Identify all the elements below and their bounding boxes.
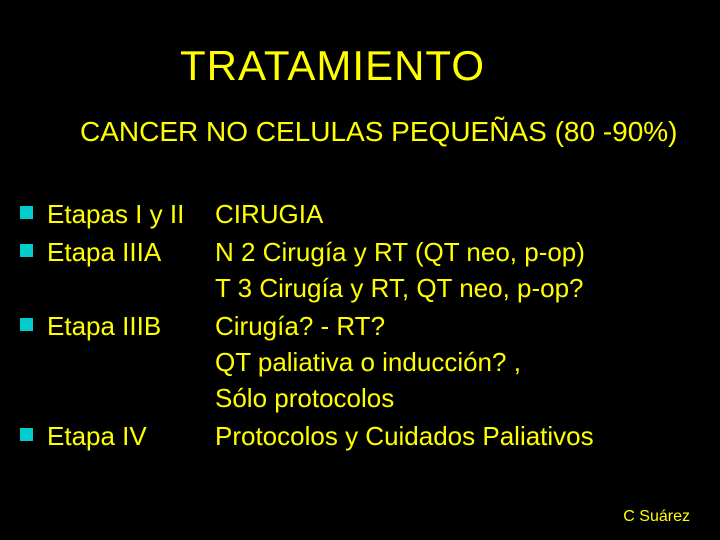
list-item: Etapa IIIA N 2 Cirugía y RT (QT neo, p-o… [20,234,700,306]
stage-description: N 2 Cirugía y RT (QT neo, p-op) T 3 Ciru… [215,234,585,306]
stage-label: Etapa IIIA [47,234,215,270]
bullet-icon [20,244,33,257]
bullet-icon [20,318,33,331]
stage-label: Etapas I y II [47,196,215,232]
stage-description: Cirugía? - RT? QT paliativa o inducción?… [215,308,521,416]
footer-author: C Suárez [623,508,690,526]
bullet-icon [20,206,33,219]
list-item: Etapas I y II CIRUGIA [20,196,700,232]
stage-description: CIRUGIA [215,196,323,232]
stage-label: Etapa IIIB [47,308,215,344]
slide-title: TRATAMIENTO [180,42,485,90]
stage-description: Protocolos y Cuidados Paliativos [215,418,594,454]
list-item: Etapa IV Protocolos y Cuidados Paliativo… [20,418,700,454]
bullet-icon [20,428,33,441]
slide: TRATAMIENTO CANCER NO CELULAS PEQUEÑAS (… [0,0,720,540]
list-item: Etapa IIIB Cirugía? - RT? QT paliativa o… [20,308,700,416]
content-area: Etapas I y II CIRUGIA Etapa IIIA N 2 Cir… [20,196,700,456]
slide-subtitle: CANCER NO CELULAS PEQUEÑAS (80 -90%) [80,116,678,148]
stage-label: Etapa IV [47,418,215,454]
